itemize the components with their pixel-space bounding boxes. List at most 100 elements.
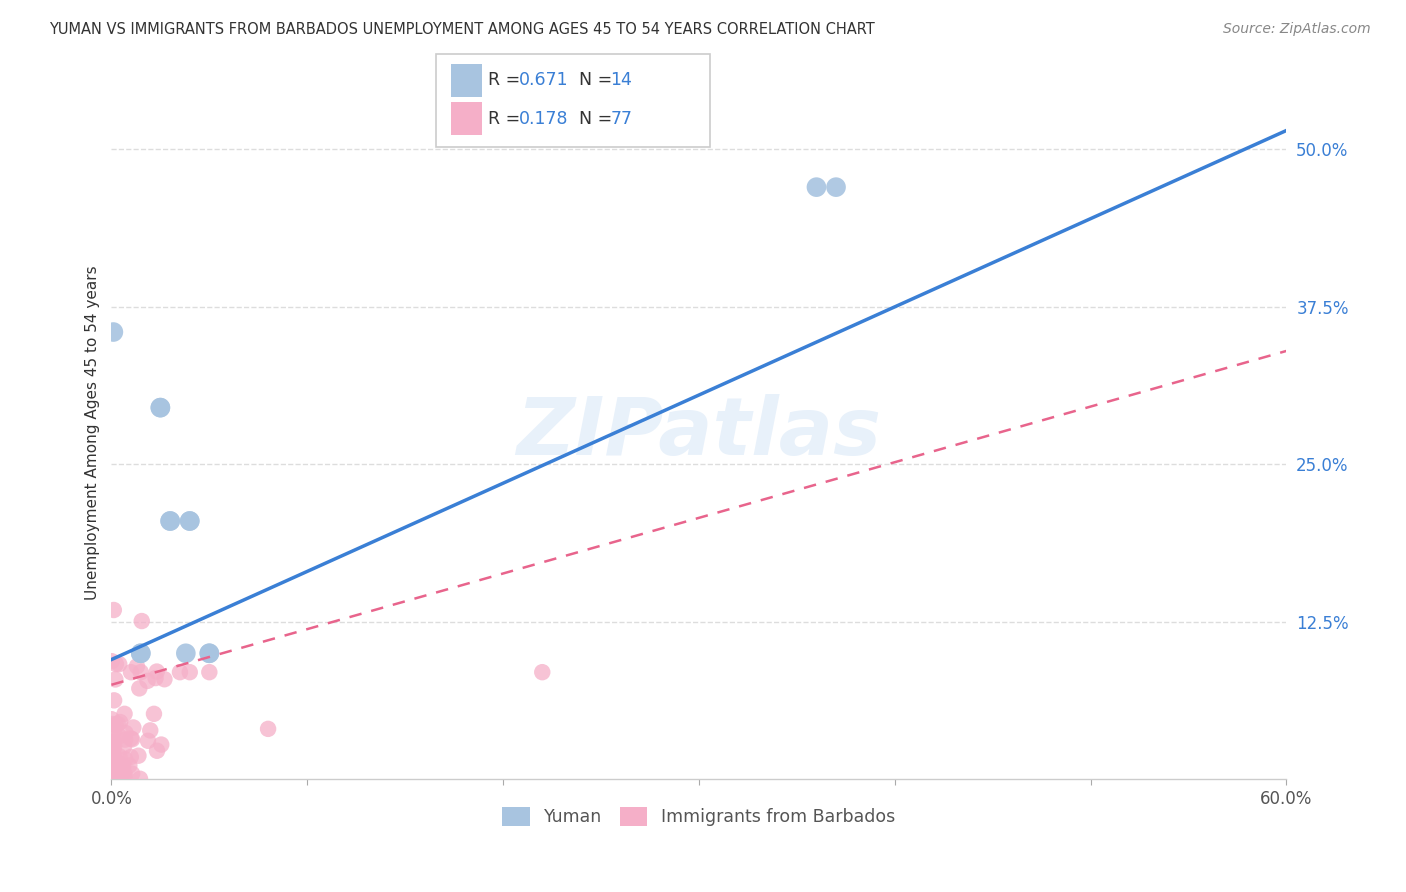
Point — [101, 764, 124, 778]
Point — [129, 665, 152, 680]
Point — [114, 706, 136, 721]
Point — [108, 749, 131, 764]
Text: YUMAN VS IMMIGRANTS FROM BARBADOS UNEMPLOYMENT AMONG AGES 45 TO 54 YEARS CORRELA: YUMAN VS IMMIGRANTS FROM BARBADOS UNEMPL… — [49, 22, 875, 37]
Point — [129, 646, 152, 660]
Point — [104, 756, 127, 770]
Point — [114, 726, 136, 740]
Point — [105, 760, 128, 774]
Point — [198, 665, 221, 680]
Point — [107, 764, 129, 778]
Text: 14: 14 — [610, 71, 633, 89]
Point — [105, 763, 128, 777]
Point — [103, 325, 125, 339]
Point — [104, 718, 127, 732]
Point — [149, 401, 172, 415]
Point — [105, 758, 128, 772]
Point — [136, 673, 159, 688]
Legend: Yuman, Immigrants from Barbados: Yuman, Immigrants from Barbados — [495, 800, 903, 833]
Point — [174, 646, 197, 660]
Y-axis label: Unemployment Among Ages 45 to 54 years: Unemployment Among Ages 45 to 54 years — [86, 266, 100, 600]
Point — [103, 742, 125, 756]
Point — [100, 735, 122, 749]
Point — [114, 732, 136, 747]
Point — [101, 771, 124, 785]
Text: 0.178: 0.178 — [519, 110, 568, 128]
Text: N =: N = — [579, 71, 619, 89]
Point — [111, 764, 134, 779]
Point — [198, 646, 221, 660]
Point — [101, 761, 124, 775]
Point — [120, 731, 142, 746]
Point — [150, 738, 173, 752]
Text: Source: ZipAtlas.com: Source: ZipAtlas.com — [1223, 22, 1371, 37]
Point — [143, 706, 166, 721]
Text: R =: R = — [488, 110, 526, 128]
Point — [118, 758, 141, 772]
Text: ZIPatlas: ZIPatlas — [516, 393, 882, 472]
Point — [131, 614, 153, 628]
Point — [129, 772, 152, 786]
Point — [169, 665, 191, 680]
Text: R =: R = — [488, 71, 526, 89]
Point — [120, 750, 142, 764]
Point — [103, 739, 125, 754]
Point — [127, 748, 149, 763]
Point — [112, 739, 135, 754]
Point — [139, 723, 162, 738]
Point — [104, 673, 127, 687]
Point — [103, 693, 125, 707]
Point — [114, 767, 136, 781]
Point — [136, 733, 159, 747]
Point — [159, 514, 181, 528]
Point — [179, 514, 201, 528]
Point — [198, 646, 221, 660]
Point — [103, 603, 125, 617]
Point — [257, 722, 280, 736]
Point — [129, 646, 152, 660]
Point — [103, 767, 125, 781]
Point — [100, 712, 122, 726]
Point — [104, 657, 127, 671]
Point — [145, 671, 167, 685]
Text: 77: 77 — [610, 110, 633, 128]
Point — [111, 761, 134, 775]
Point — [153, 672, 176, 686]
Point — [146, 744, 169, 758]
Point — [101, 717, 124, 731]
Text: N =: N = — [579, 110, 619, 128]
Text: 0.671: 0.671 — [519, 71, 568, 89]
Point — [105, 755, 128, 769]
Point — [101, 654, 124, 668]
Point — [105, 764, 128, 778]
Point — [103, 747, 125, 762]
Point — [108, 714, 131, 729]
Point — [107, 769, 129, 783]
Point — [179, 665, 201, 680]
Point — [825, 180, 848, 194]
Point — [103, 752, 125, 766]
Point — [179, 514, 201, 528]
Point — [122, 721, 145, 735]
Point — [121, 766, 143, 780]
Point — [103, 735, 125, 749]
Point — [107, 769, 129, 783]
Point — [108, 729, 131, 743]
Point — [101, 732, 124, 747]
Point — [531, 665, 554, 680]
Point — [103, 723, 125, 737]
Point — [107, 717, 129, 731]
Point — [149, 401, 172, 415]
Point — [100, 747, 122, 762]
Point — [114, 752, 136, 766]
Point — [108, 657, 131, 672]
Point — [159, 514, 181, 528]
Point — [128, 681, 150, 696]
Point — [100, 740, 122, 755]
Point — [120, 665, 142, 680]
Point — [104, 766, 127, 780]
Point — [107, 756, 129, 770]
Point — [121, 732, 143, 747]
Point — [125, 659, 148, 673]
Point — [146, 665, 169, 679]
Point — [101, 769, 124, 783]
